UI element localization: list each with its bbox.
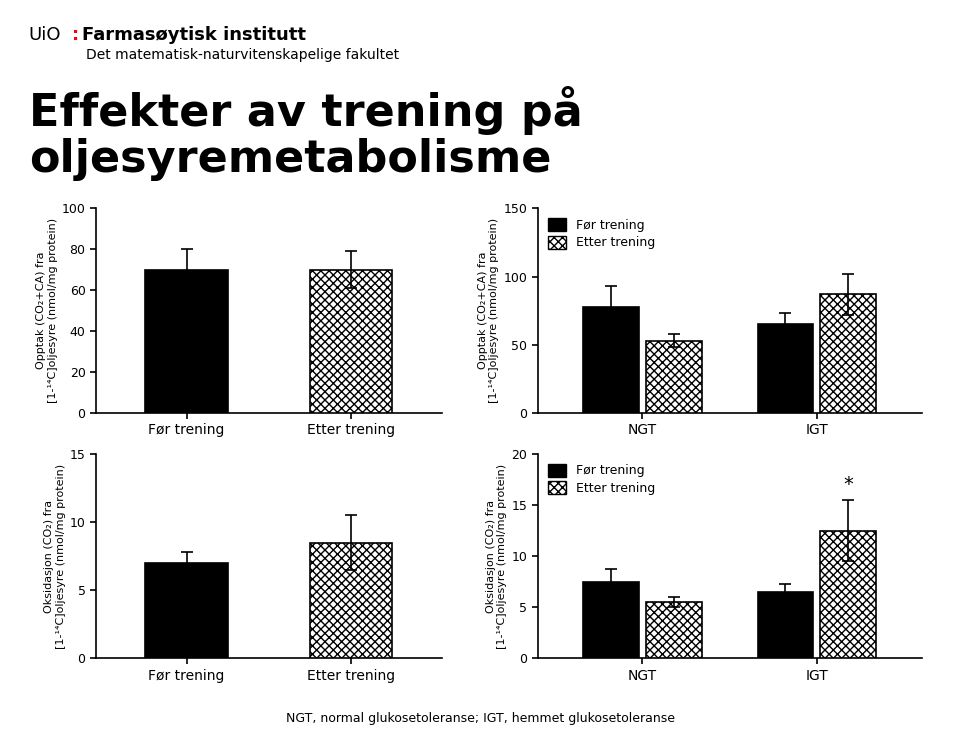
Text: NGT, normal glukosetoleranse; IGT, hemmet glukosetoleranse: NGT, normal glukosetoleranse; IGT, hemme… xyxy=(285,713,675,725)
Bar xyxy=(646,602,702,658)
Bar xyxy=(757,592,813,658)
Bar xyxy=(583,582,638,658)
Bar xyxy=(757,324,813,413)
Bar xyxy=(145,270,228,413)
Y-axis label: Opptak (CO₂+CA) fra
[1-¹⁴C]oljesyre (nmol/mg protein): Opptak (CO₂+CA) fra [1-¹⁴C]oljesyre (nmo… xyxy=(36,218,58,403)
Bar xyxy=(310,270,393,413)
Bar xyxy=(646,341,702,413)
Y-axis label: Oksidasjon (CO₂) fra
[1-¹⁴C]oljesyre (nmol/mg protein): Oksidasjon (CO₂) fra [1-¹⁴C]oljesyre (nm… xyxy=(44,464,65,649)
Legend: Før trening, Etter trening: Før trening, Etter trening xyxy=(544,214,660,253)
Text: Effekter av trening på: Effekter av trening på xyxy=(29,86,583,135)
Text: Det matematisk-naturvitenskapelige fakultet: Det matematisk-naturvitenskapelige fakul… xyxy=(86,48,399,62)
Text: Farmasøytisk institutt: Farmasøytisk institutt xyxy=(82,26,305,44)
Legend: Før trening, Etter trening: Før trening, Etter trening xyxy=(544,460,660,498)
Y-axis label: Oksidasjon (CO₂) fra
[1-¹⁴C]oljesyre (nmol/mg protein): Oksidasjon (CO₂) fra [1-¹⁴C]oljesyre (nm… xyxy=(486,464,507,649)
Y-axis label: Opptak (CO₂+CA) fra
[1-¹⁴C]oljesyre (nmol/mg protein): Opptak (CO₂+CA) fra [1-¹⁴C]oljesyre (nmo… xyxy=(477,218,499,403)
Bar xyxy=(310,542,393,658)
Bar xyxy=(145,563,228,658)
Bar xyxy=(583,307,638,413)
Bar xyxy=(821,294,876,413)
Text: :: : xyxy=(72,26,79,44)
Bar xyxy=(821,530,876,658)
Text: UiO: UiO xyxy=(29,26,61,44)
Text: *: * xyxy=(843,475,853,494)
Text: oljesyremetabolisme: oljesyremetabolisme xyxy=(29,138,551,181)
